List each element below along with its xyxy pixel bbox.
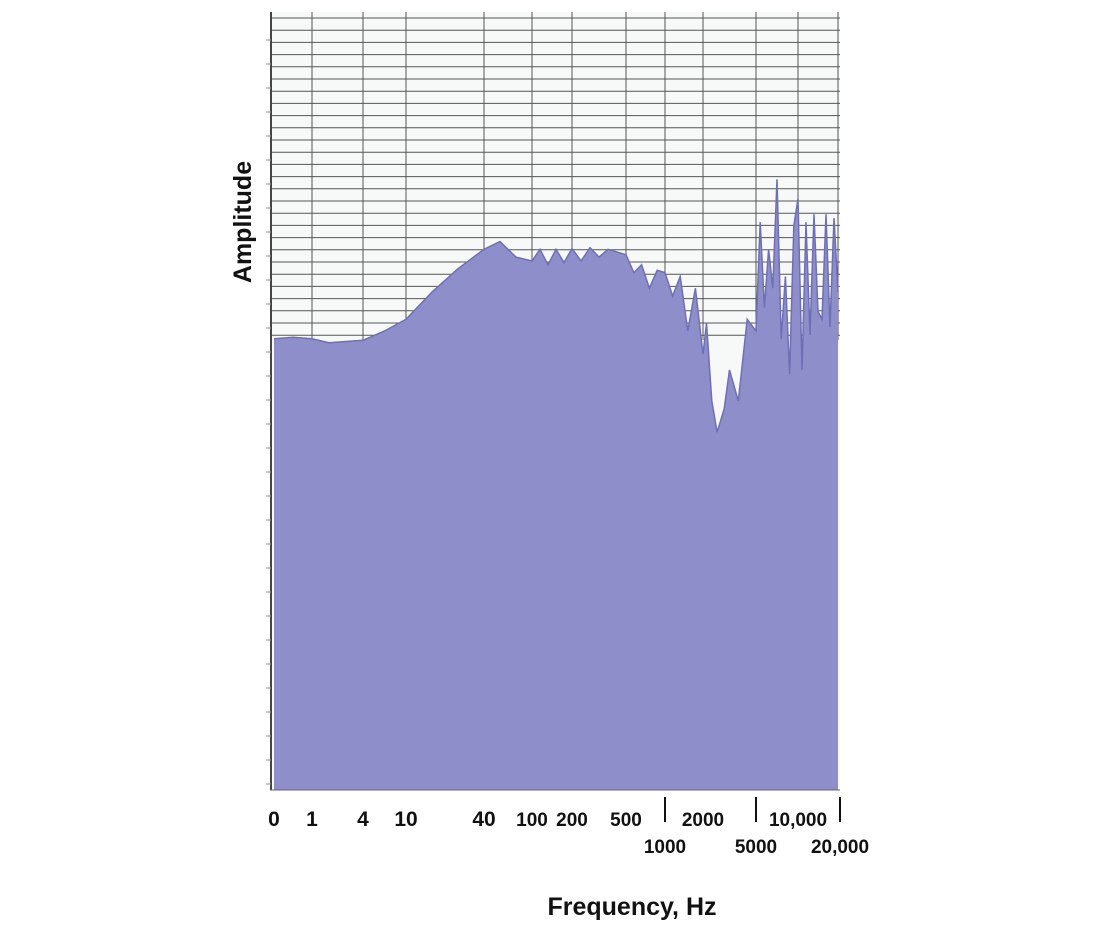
x-tick-label: 40	[472, 808, 495, 831]
x-tick-label: 500	[610, 810, 642, 831]
x-tick-label: 1	[306, 808, 318, 831]
x-tick-label: 10,000	[769, 810, 827, 831]
x-tick-label-secondary: 20,000	[811, 837, 869, 858]
x-tick-label: 100	[516, 810, 548, 831]
x-tick-label: 2000	[682, 810, 724, 831]
x-tick-label: 4	[357, 808, 369, 831]
amplitude-edge	[273, 179, 839, 433]
x-axis-label: Frequency, Hz	[547, 893, 716, 921]
x-tick-label-secondary: 5000	[735, 837, 777, 858]
x-tick-label: 0	[268, 808, 280, 831]
y-minor-ticks	[266, 39, 271, 785]
x-tick-label-secondary: 1000	[644, 837, 686, 858]
amplitude-area	[274, 179, 838, 791]
y-axis-label: Amplitude	[229, 161, 257, 283]
x-tick-label: 10	[394, 808, 417, 831]
x-tick-label: 200	[556, 810, 588, 831]
x-axis-ticks: 0 1 4 10 40 100 200 500 2000 10,000 1000 5000 20,000	[268, 797, 869, 858]
